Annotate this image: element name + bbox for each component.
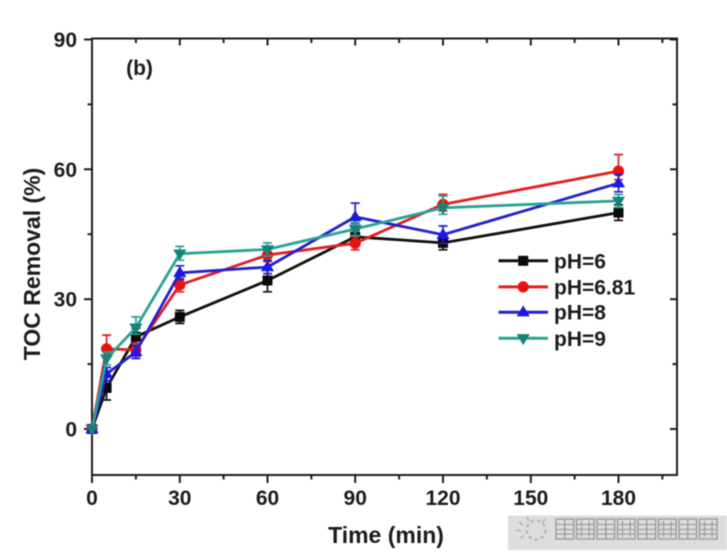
svg-text:0: 0	[65, 419, 77, 442]
svg-text:150: 150	[513, 487, 548, 510]
svg-text:pH=6: pH=6	[554, 250, 606, 273]
svg-text:90: 90	[344, 487, 367, 510]
svg-text:60: 60	[54, 159, 77, 182]
svg-text:0: 0	[86, 487, 98, 510]
svg-text:90: 90	[54, 29, 77, 52]
svg-text:(b): (b)	[126, 57, 153, 80]
svg-text:60: 60	[256, 487, 279, 510]
svg-text:pH=6.81: pH=6.81	[554, 276, 635, 299]
svg-text:180: 180	[601, 487, 636, 510]
svg-text:Time (min): Time (min)	[328, 522, 444, 548]
svg-text:TOC Removal (%): TOC Removal (%)	[19, 168, 45, 361]
svg-text:pH=8: pH=8	[554, 302, 606, 325]
svg-text:30: 30	[54, 289, 77, 312]
svg-text:120: 120	[425, 487, 460, 510]
svg-text:30: 30	[168, 487, 191, 510]
svg-text:pH=9: pH=9	[554, 328, 606, 351]
